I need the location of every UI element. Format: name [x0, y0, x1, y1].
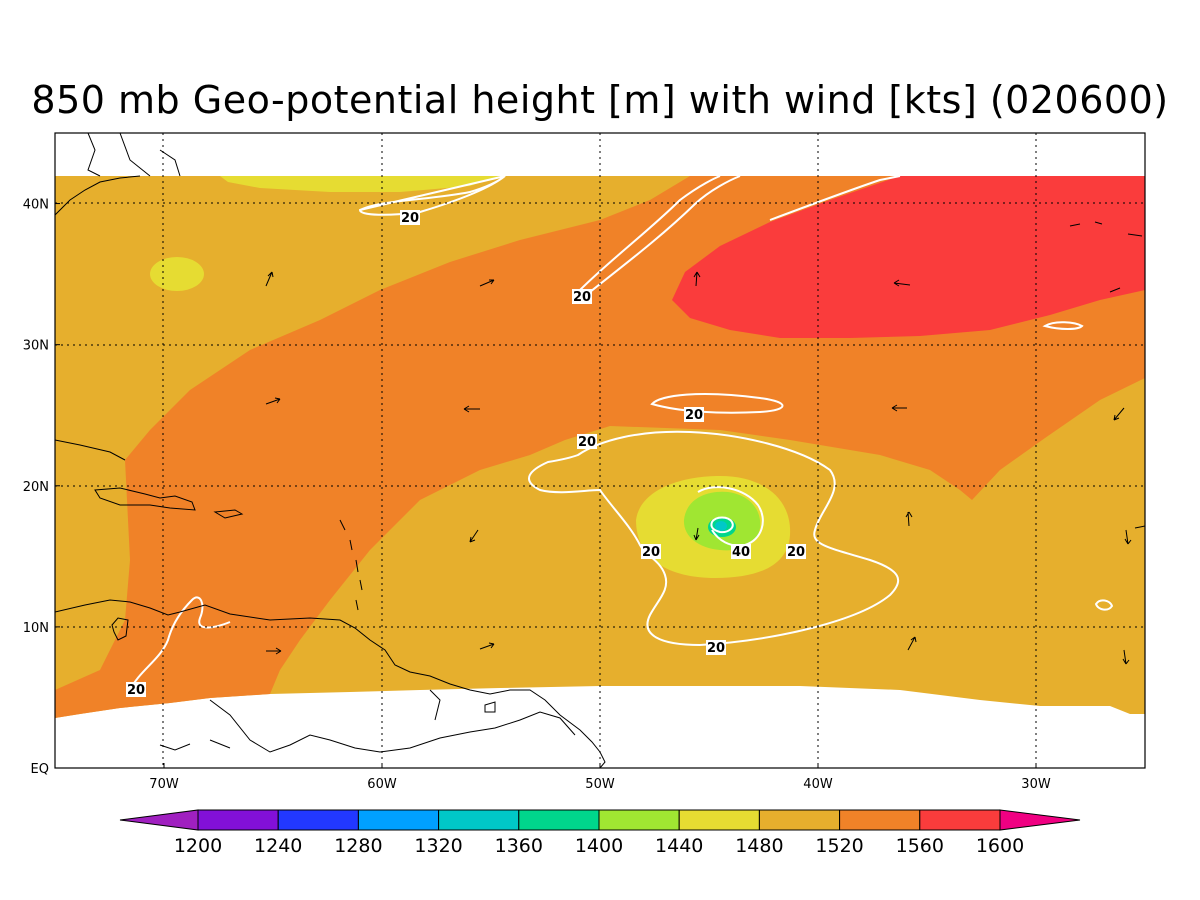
lat-tick-label: 10N [23, 621, 49, 636]
colorbar-bin [758, 809, 841, 831]
colorbar-bin [919, 809, 1001, 831]
colorbar-bin [839, 809, 921, 831]
wind-arrow [1124, 529, 1132, 545]
wind-contour-east-small2 [1094, 599, 1114, 611]
colorbar-level-label: 1440 [655, 835, 703, 857]
contour-label-text: 20 [573, 290, 591, 305]
wind-arrow [479, 642, 495, 650]
coastline-puerto-rico [213, 509, 244, 519]
lat-tick-label: 30N [23, 339, 49, 354]
contour-label-text: 20 [685, 408, 703, 423]
lon-tick-label: 40W [803, 777, 833, 792]
wind-arrow [469, 529, 479, 543]
colorbar-level-label: 1240 [254, 835, 302, 857]
colorbar-level-label: 1520 [815, 835, 863, 857]
wind-contour-diagonal [579, 175, 741, 293]
colorbar-bin [197, 809, 279, 831]
wind-arrow [693, 271, 701, 287]
coastlines [55, 133, 1145, 768]
wind-arrow [891, 404, 907, 412]
wind-arrow [1122, 649, 1130, 665]
lat-tick-label: 40N [23, 198, 49, 213]
wind-arrow [693, 527, 700, 541]
contour-label-text: 40 [732, 545, 750, 560]
contour-label-text: 20 [401, 211, 419, 226]
graticule [55, 133, 1145, 768]
colorbar-level-label: 1280 [334, 835, 382, 857]
wind-arrow [265, 397, 281, 405]
contour-label-text: 20 [578, 435, 596, 450]
colorbar-level-label: 1360 [495, 835, 543, 857]
wind-contour-east-small [1042, 321, 1084, 330]
colorbar-level-label: 1320 [414, 835, 462, 857]
colorbar-level-label: 1600 [976, 835, 1024, 857]
coastline-cuba [55, 439, 126, 461]
colorbar-bin [598, 809, 680, 831]
wind-contour-storm-core [710, 516, 734, 534]
lon-tick-label: 30W [1021, 777, 1051, 792]
contour-label: 20 [641, 544, 661, 560]
colorbar-level-label: 1400 [575, 835, 623, 857]
wind-arrow [893, 279, 911, 287]
coastline-hispaniola [94, 487, 196, 511]
coastline-atlantic-islands [1069, 221, 1145, 529]
map-plot-area [55, 133, 1145, 768]
height-field-1360-storm [715, 521, 727, 531]
colorbar-bin [277, 809, 359, 831]
contour-label: 20 [126, 682, 146, 698]
wind-arrow [265, 271, 274, 287]
height-field-1480-north [220, 176, 500, 192]
colorbar-bin [438, 809, 520, 831]
contour-label: 20 [684, 407, 704, 423]
contour-labels: 20 20 20 20 20 40 20 20 20 [126, 210, 806, 698]
wind-contour-ne [769, 175, 901, 221]
wind-vectors [265, 271, 1132, 665]
wind-contour-west [129, 596, 231, 691]
coastline-lake-maracaibo [111, 617, 129, 641]
lat-tick-label: EQ [31, 762, 49, 777]
contour-label-text: 20 [787, 545, 805, 560]
colorbar-high-extension [999, 809, 1081, 831]
contour-label: 20 [786, 544, 806, 560]
colorbar-bin [518, 809, 600, 831]
wind-arrow [479, 279, 495, 287]
colorbar-level-label: 1560 [896, 835, 944, 857]
contour-label: 20 [400, 210, 420, 226]
height-field-1480-small-low [150, 257, 204, 291]
wind-arrow [463, 405, 480, 413]
wind-arrow [266, 647, 282, 655]
wind-arrow [905, 511, 913, 527]
coastline-guianas-inland [159, 689, 576, 753]
colorbar-bin [357, 809, 440, 831]
contour-label: 20 [706, 640, 726, 656]
colorbar-level-label: 1200 [174, 835, 222, 857]
lon-tick-label: 60W [367, 777, 397, 792]
wind-contour-storm-inner [697, 486, 764, 547]
lon-tick-label: 70W [149, 777, 179, 792]
chart-title: 850 mb Geo-potential height [m] with win… [31, 78, 1169, 122]
height-field-1600 [672, 176, 1145, 338]
contour-label-text: 20 [642, 545, 660, 560]
contour-label-text: 20 [707, 641, 725, 656]
colorbar: 1200 1240 1280 1320 1360 1400 1440 1480 1520 1560… [119, 809, 1081, 857]
lat-tick-label: 20N [23, 480, 49, 495]
colorbar-level-label: 1480 [735, 835, 783, 857]
coastline-south-america [55, 599, 606, 768]
lon-tick-label: 50W [585, 777, 615, 792]
wind-arrow [907, 636, 917, 651]
contour-label: 20 [577, 434, 597, 450]
colorbar-bin [678, 809, 760, 831]
axis-ticks: 70W 60W 50W 40W 30W EQ 10N 20N 30N 40N [23, 198, 1051, 792]
contour-label: 20 [572, 289, 592, 305]
contour-label: 40 [731, 544, 751, 560]
contour-label-text: 20 [127, 683, 145, 698]
wind-arrow [1113, 407, 1125, 421]
coastline-north-america [55, 133, 181, 216]
coastline-antilles [339, 519, 363, 611]
colorbar-low-extension [119, 809, 199, 831]
